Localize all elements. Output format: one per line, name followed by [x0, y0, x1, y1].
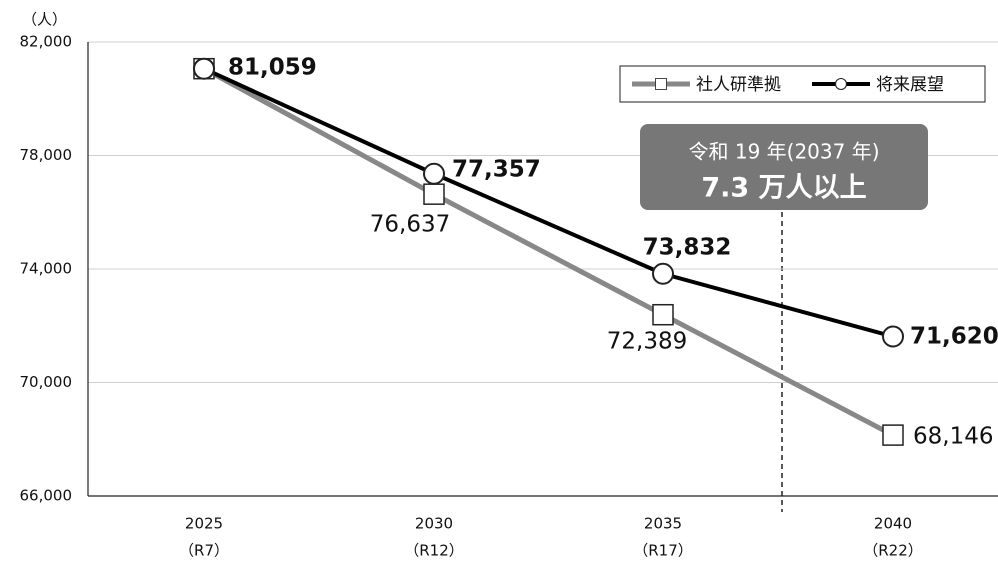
annotation-box	[640, 124, 928, 210]
data-label: 71,620	[910, 324, 998, 350]
marker	[193, 57, 215, 80]
marker	[423, 162, 445, 185]
series-line	[202, 66, 895, 438]
data-label: 76,637	[370, 212, 450, 238]
legend-label: 将来展望	[876, 75, 944, 95]
x-tick-label: 2030	[415, 515, 453, 533]
annotation-line1: 令和 19 年(2037 年)	[688, 140, 879, 164]
x-tick-sublabel: （R22）	[863, 542, 923, 560]
annotation-line2: 7.3 万人以上	[701, 173, 866, 204]
legend-label: 社人研準拠	[696, 75, 781, 95]
y-tick-label: 66,000	[20, 487, 73, 505]
y-tick-label: 70,000	[20, 373, 73, 391]
x-tick-label: 2040	[874, 515, 912, 533]
marker	[882, 325, 904, 348]
marker	[423, 183, 445, 205]
data-label: 73,832	[643, 235, 732, 261]
y-tick-label: 74,000	[20, 260, 73, 278]
data-label: 68,146	[913, 424, 993, 450]
x-tick-label: 2035	[644, 515, 682, 533]
plot-area: 66,000 70,000 74,000 78,000 82,000 2025 （R7） 20…	[20, 33, 998, 560]
legend: 社人研準拠 将来展望	[632, 75, 944, 95]
marker	[652, 303, 674, 326]
y-unit-label: （人）	[22, 11, 67, 29]
marker	[652, 262, 674, 285]
series-line	[203, 66, 894, 339]
x-tick-label: 2025	[185, 515, 223, 533]
y-tick-label: 82,000	[20, 33, 73, 51]
y-tick-label: 78,000	[20, 146, 73, 164]
data-label: 72,389	[607, 329, 687, 355]
data-label: 77,357	[452, 157, 541, 183]
marker	[882, 424, 904, 446]
x-tick-sublabel: （R12）	[404, 542, 464, 560]
x-tick-sublabel: （R7）	[179, 542, 229, 560]
marker	[655, 78, 667, 90]
data-label: 81,059	[228, 55, 317, 81]
marker	[834, 77, 848, 91]
x-tick-sublabel: （R17）	[633, 542, 693, 560]
